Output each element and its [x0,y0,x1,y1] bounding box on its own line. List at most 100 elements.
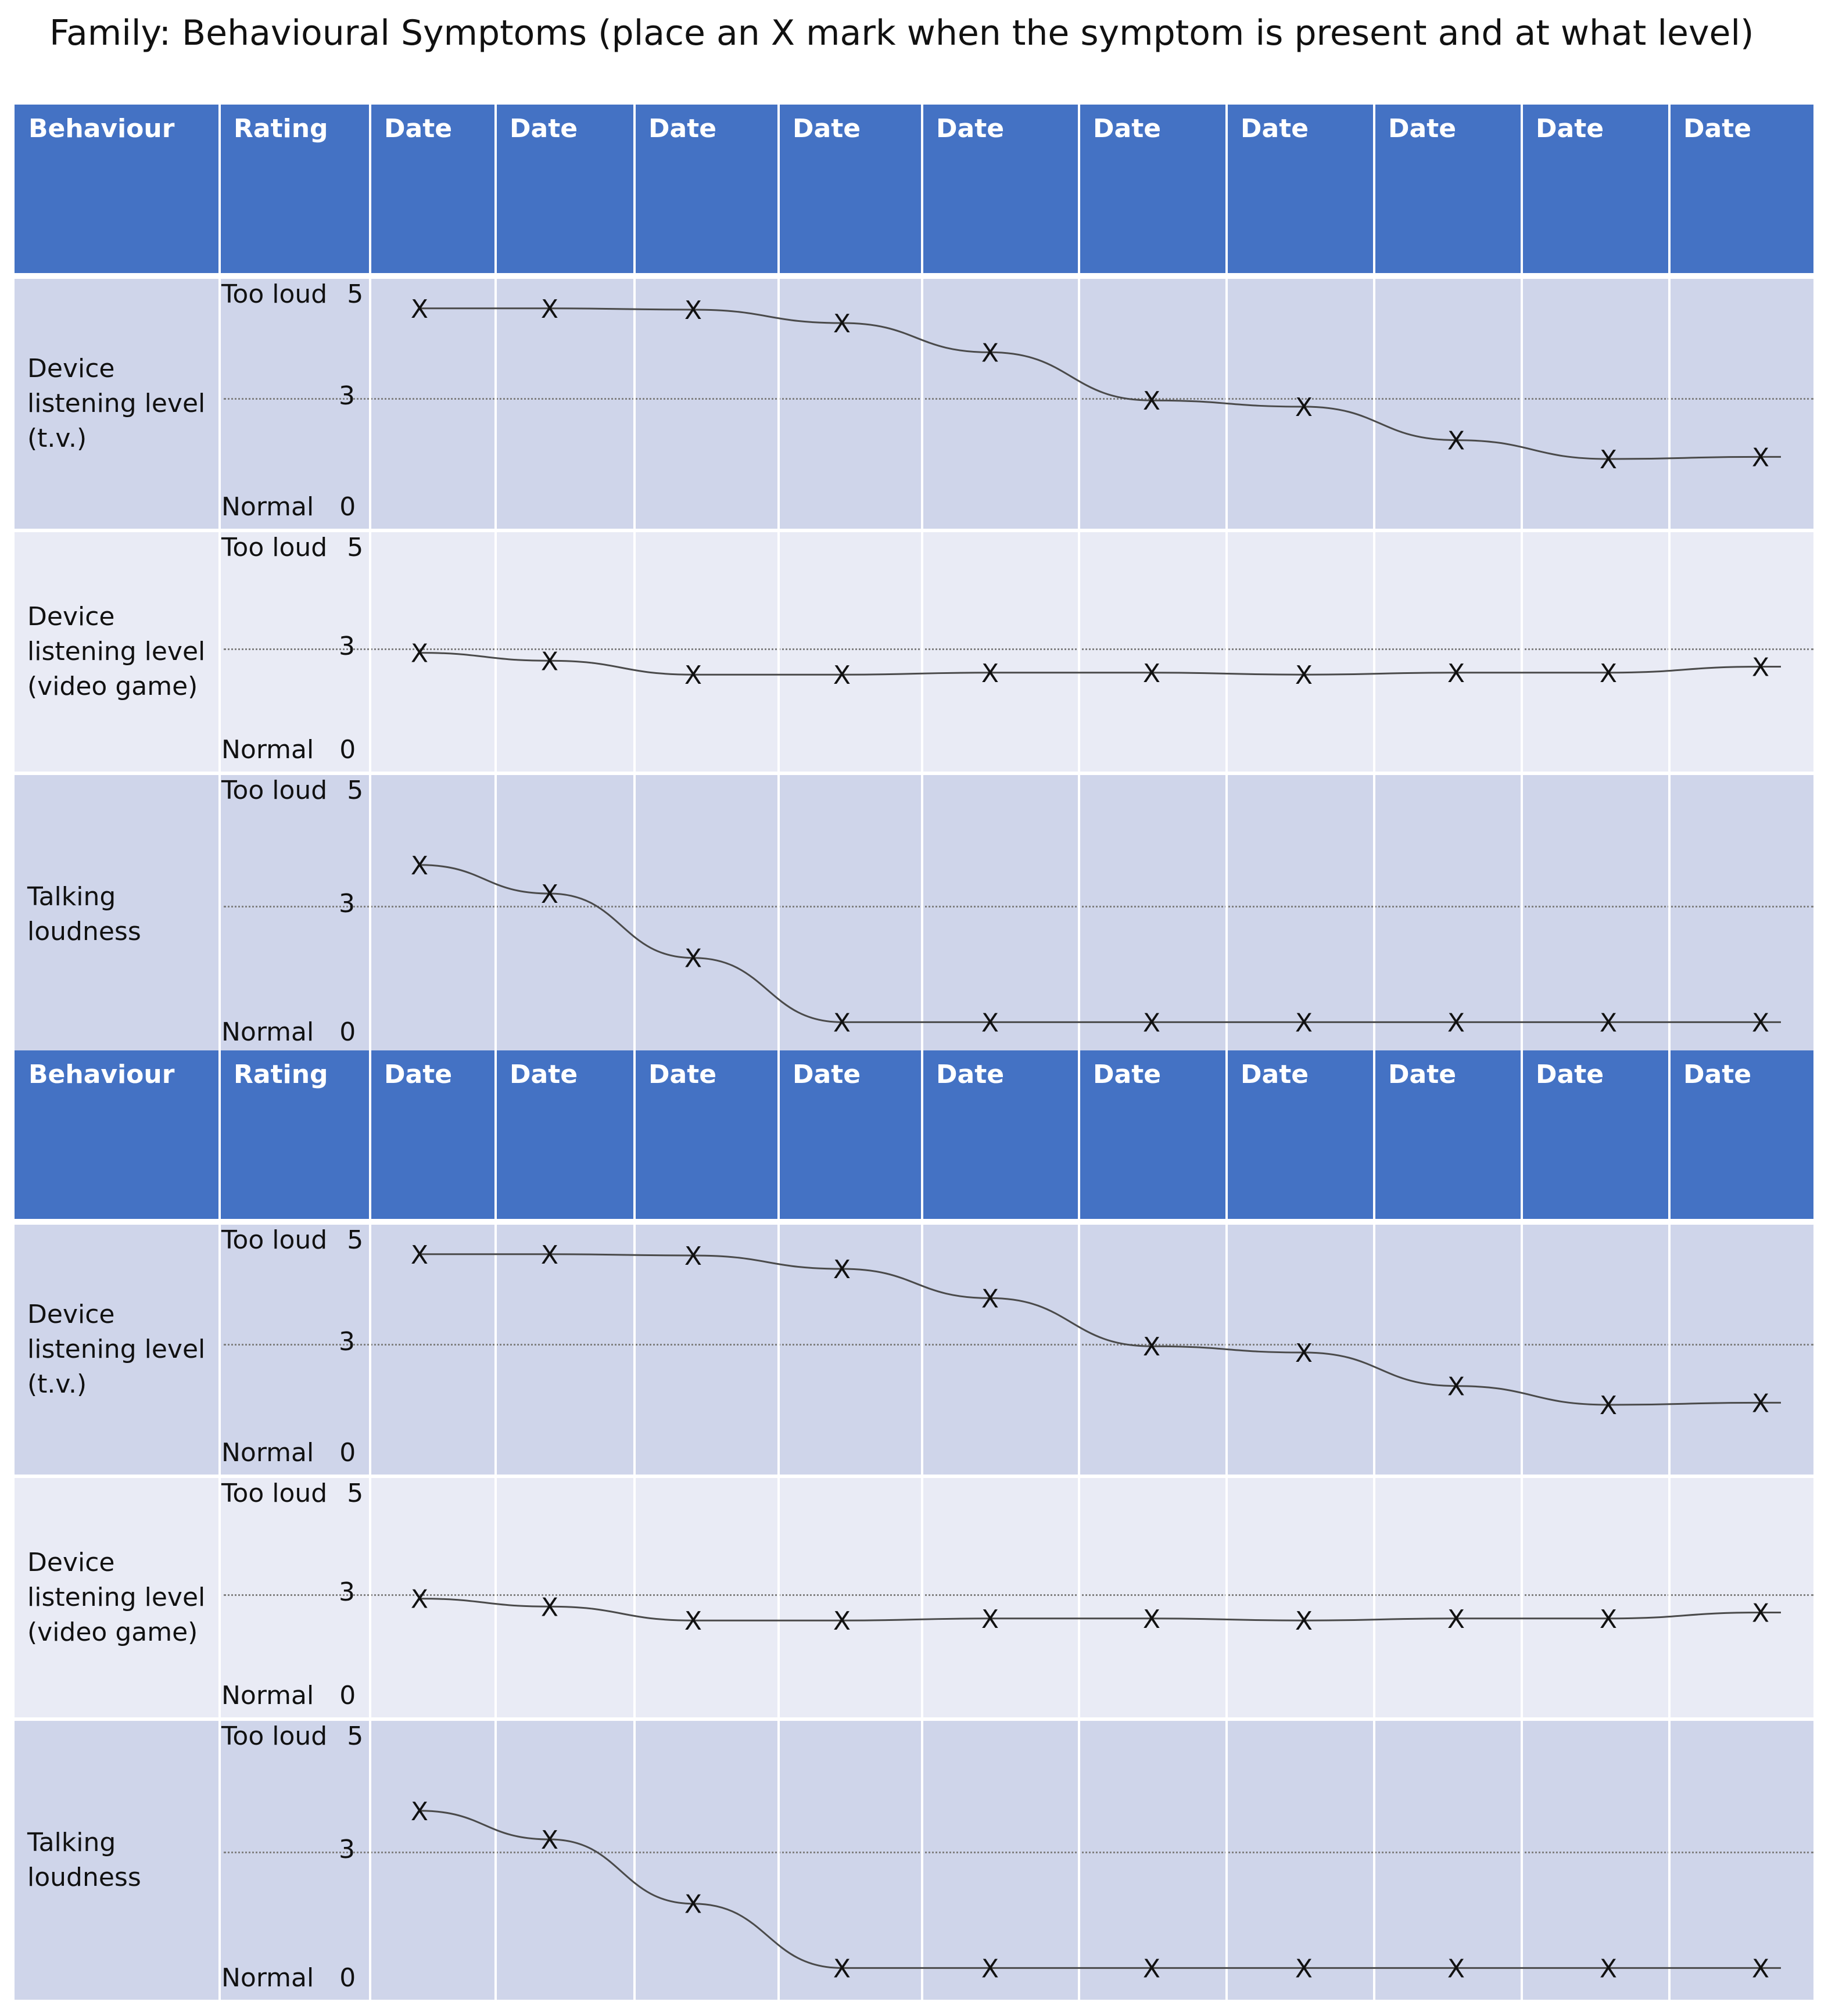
rating-x-mark: X [1752,1008,1769,1038]
rating-mid-value: 3 [339,1835,355,1864]
rating-x-mark: X [833,1954,851,1983]
rating-trend-line [419,652,1781,676]
rating-x-mark: X [1447,426,1465,456]
behaviour-row [15,1225,1813,1475]
rating-high-value: 5 [347,776,364,805]
rating-x-mark: X [981,659,999,688]
column-divider [633,105,636,1057]
header-date: Date [1388,114,1457,144]
column-divider [633,1050,636,2003]
rating-x-mark: X [1295,393,1313,422]
rating-mid-guide [224,1344,1813,1346]
rating-x-mark: X [1447,1008,1465,1038]
rating-x-mark: X [981,338,999,368]
column-divider [369,105,371,1057]
rating-x-mark: X [541,1592,558,1622]
rating-mid-value: 3 [339,889,355,919]
header-behaviour: Behaviour [28,114,175,144]
column-divider [494,105,497,1057]
behaviour-label-line: Talking [27,882,116,912]
rating-x-mark: X [1447,659,1465,688]
rating-too-loud: Too loud 5 [221,1722,363,1751]
rating-mid-value: 3 [339,632,355,661]
rating-low-value: 0 [339,1681,356,1710]
rating-x-mark: X [1295,1008,1313,1038]
rating-mid-guide [224,648,1813,650]
rating-x-mark: X [1143,1332,1160,1362]
column-divider [921,105,923,1057]
rating-x-mark: X [411,295,428,324]
header-date: Date [384,114,453,144]
rating-x-mark: X [1143,1954,1160,1983]
column-divider [369,1050,371,2003]
behaviour-label-line: (video game) [27,672,198,701]
rating-x-mark: X [684,944,702,974]
rating-too-loud: Too loud 5 [221,776,363,805]
column-divider [1668,105,1671,1057]
behaviour-row [15,279,1813,529]
behaviour-label-line: Device [27,354,115,383]
behaviour-label: Device listening level (video game) [27,600,219,704]
header-date: Date [1093,1060,1162,1089]
header-date: Date [1241,1060,1309,1089]
header-behaviour: Behaviour [28,1060,175,1089]
header-date: Date [510,114,578,144]
column-divider [1078,105,1080,1057]
rating-x-mark: X [541,880,558,909]
rating-x-mark: X [1447,1372,1465,1402]
header-date: Date [384,1060,453,1089]
column-divider [777,1050,780,2003]
rating-high-value: 5 [347,1225,364,1255]
column-divider [921,1050,923,2003]
behaviour-label: Talking loudness [27,1825,219,1895]
rating-x-mark: X [684,1606,702,1636]
page-title: Family: Behavioural Symptoms (place an X… [49,13,1754,53]
rating-x-mark: X [1600,1008,1617,1038]
column-divider [1521,1050,1523,2003]
rating-high-label: Too loud [221,279,328,309]
rating-x-mark: X [684,1242,702,1271]
rating-trend-line [419,307,1781,460]
rating-low-value: 0 [339,735,356,765]
rating-low-label: Normal [221,735,314,765]
behaviour-label-line: loudness [27,1863,141,1892]
rating-x-mark: X [833,661,851,690]
header-date: Date [793,1060,861,1089]
rating-trend-line [419,1598,1781,1622]
rating-mid-guide [224,1594,1813,1596]
rating-x-mark: X [1143,1008,1160,1038]
rating-x-mark: X [1600,1954,1617,1983]
behaviour-row [15,532,1813,772]
behaviour-row [15,1478,1813,1717]
header-date: Date [1388,1060,1457,1089]
rating-low-label: Normal [221,492,314,522]
rating-x-mark: X [1295,1954,1313,1983]
column-divider [218,105,221,1057]
rating-x-mark: X [1143,1605,1160,1634]
table-header [15,105,1813,273]
header-separator [15,273,1813,277]
rating-high-label: Too loud [221,776,328,805]
rating-x-mark: X [1752,1599,1769,1628]
rating-x-mark: X [1447,1954,1465,1983]
rating-too-loud: Too loud 5 [221,533,363,562]
rating-trend-line [419,864,1781,1023]
rating-x-mark: X [1752,1954,1769,1983]
rating-mid-value: 3 [339,1577,355,1607]
header-rating: Rating [234,114,328,144]
rating-x-mark: X [411,1797,428,1827]
header-rating: Rating [234,1060,328,1089]
header-date: Date [648,1060,717,1089]
column-divider [1668,1050,1671,2003]
rating-high-value: 5 [347,533,364,562]
column-divider [1373,105,1375,1057]
rating-low-label: Normal [221,1017,314,1047]
behaviour-label-line: loudness [27,917,141,946]
rating-normal: Normal 0 [221,1681,356,1710]
header-date: Date [1536,1060,1604,1089]
rating-x-mark: X [981,1954,999,1983]
rating-x-mark: X [981,1605,999,1634]
rating-x-mark: X [1600,659,1617,688]
behaviour-label-line: Talking [27,1828,116,1857]
column-divider [1225,1050,1228,2003]
